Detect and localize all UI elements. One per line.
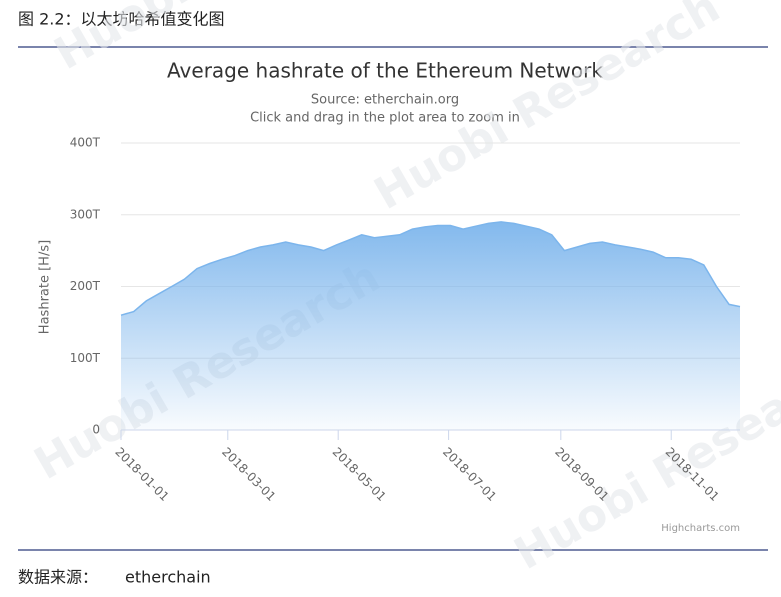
chart-subtitle: Click and drag in the plot area to zoom … [250, 111, 520, 126]
line [120, 221, 741, 316]
x-tick-label: 2018-01-01 [112, 445, 171, 504]
source-label: 数据来源： [18, 568, 98, 587]
y-tick-label: 100T [70, 351, 101, 365]
credits: Highcharts.com [661, 523, 740, 534]
chart-subtitle: Source: etherchain.org [311, 93, 459, 108]
y-tick-label: 400T [70, 136, 101, 150]
x-tick-label: 2018-07-01 [440, 445, 499, 504]
area [121, 221, 740, 430]
y-tick-label: 0 [92, 423, 100, 437]
chart-title: Average hashrate of the Ethereum Network [167, 59, 603, 83]
x-tick-label: 2018-05-01 [330, 445, 389, 504]
y-tick-label: 300T [70, 207, 101, 221]
source: etherchain [125, 568, 211, 587]
figure-title: 图 2.2：以太坊哈希值变化图 [18, 10, 225, 29]
x-tick-label: 2018-03-01 [219, 445, 278, 504]
y-axis-title: Hashrate [H/s] [38, 240, 53, 334]
y-tick-label: 200T [70, 279, 101, 293]
